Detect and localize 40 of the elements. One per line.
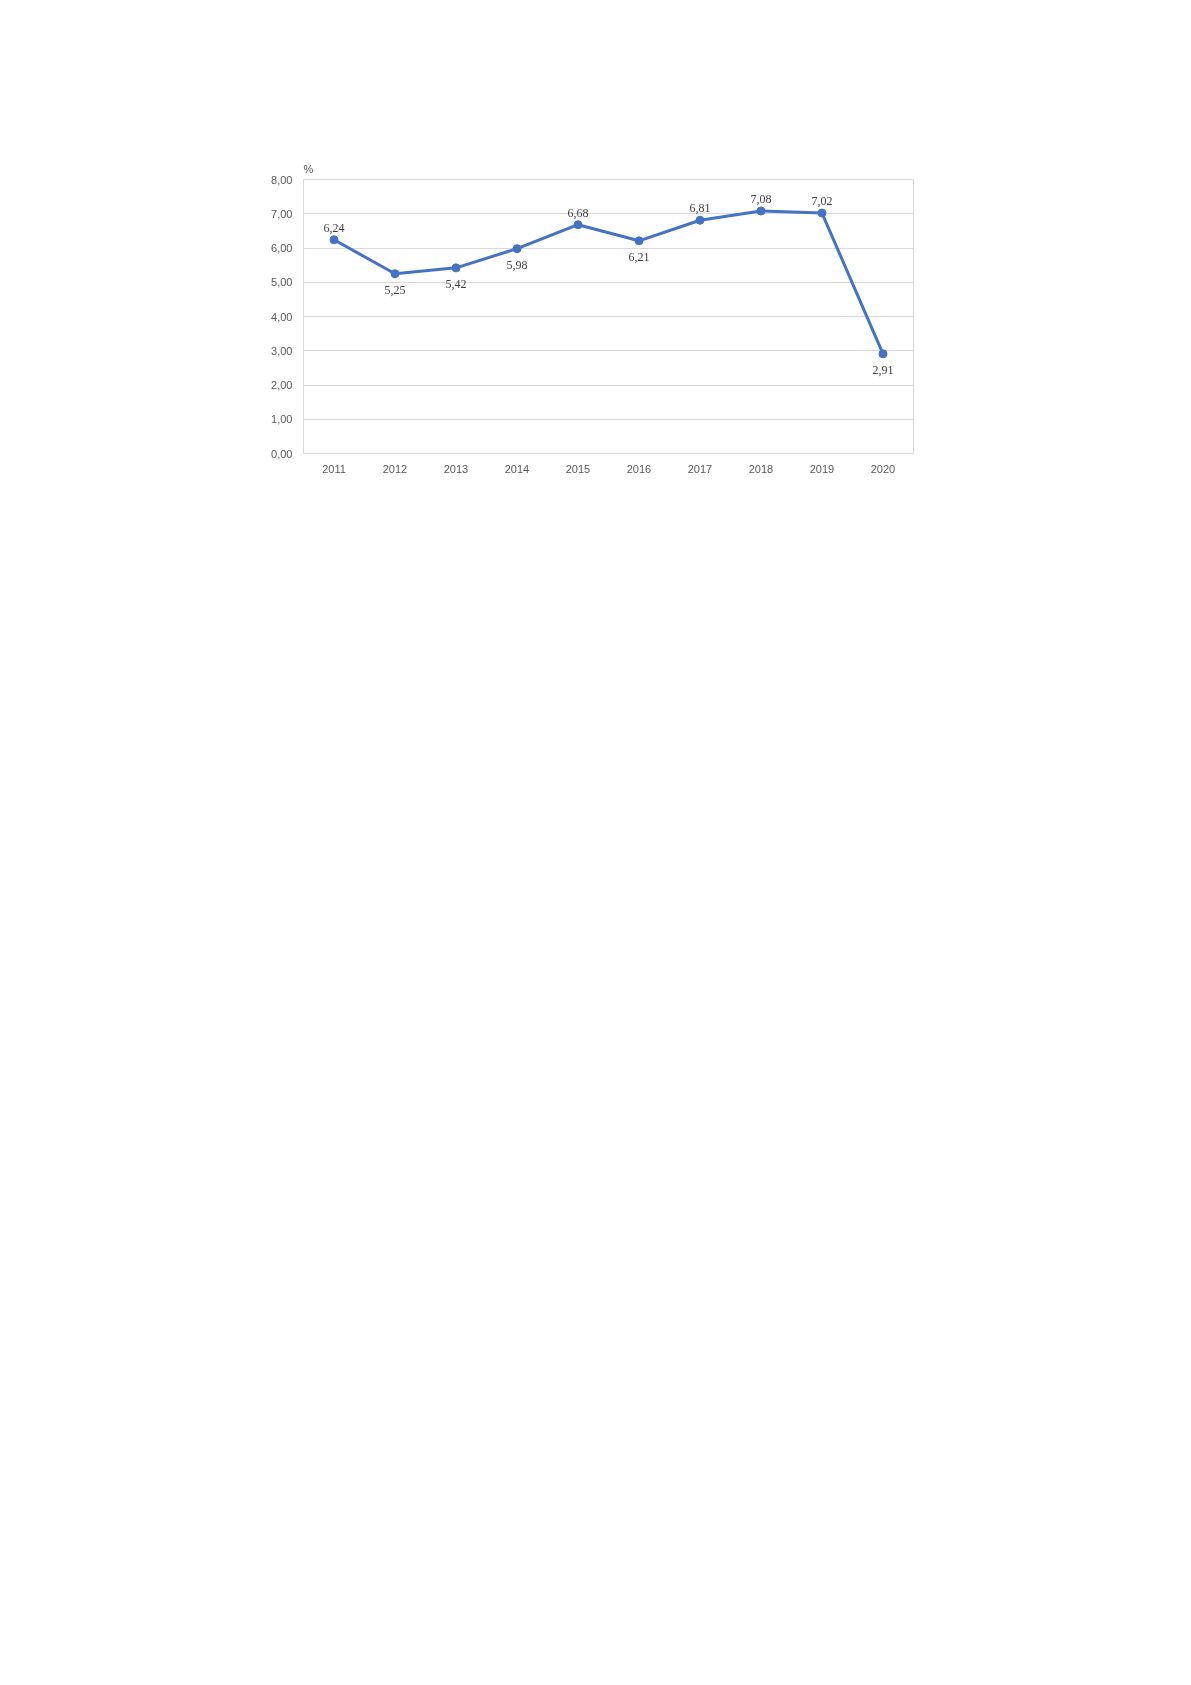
point bbox=[329, 235, 339, 245]
point bbox=[451, 263, 461, 273]
point bbox=[878, 349, 888, 359]
y-tick-label: 2,00 bbox=[271, 379, 293, 391]
y-tick-label: 3,00 bbox=[271, 344, 293, 357]
y-tick-label: 0,00 bbox=[271, 447, 293, 460]
data-label: 7,08 bbox=[750, 192, 772, 207]
data-label: 6,24 bbox=[323, 220, 345, 235]
x-tick-label: 2020 bbox=[870, 462, 896, 475]
x-tick-label: 2017 bbox=[687, 462, 713, 475]
data-label: 6,21 bbox=[628, 249, 650, 264]
x-tick-label: 2015 bbox=[565, 462, 591, 475]
x-tick-label: 2013 bbox=[443, 462, 469, 475]
point bbox=[573, 220, 583, 230]
x-tick-label: 2019 bbox=[809, 462, 835, 475]
data-label: 5,42 bbox=[445, 276, 467, 291]
point bbox=[634, 236, 644, 246]
x-tick-label: 2011 bbox=[322, 462, 346, 475]
data-label: 5,98 bbox=[506, 257, 528, 272]
point bbox=[817, 208, 827, 218]
y-axis-title: % bbox=[303, 162, 314, 175]
point bbox=[390, 269, 400, 279]
data-label: 6,68 bbox=[567, 205, 589, 220]
x-tick-label: 2014 bbox=[504, 462, 530, 475]
point bbox=[512, 244, 522, 254]
y-tick-label: 6,00 bbox=[271, 242, 293, 254]
data-label: 2,91 bbox=[872, 362, 894, 377]
y-tick-label: 1,00 bbox=[271, 413, 293, 426]
y-tick-label: 8,00 bbox=[271, 173, 293, 186]
y-tick-label: 5,00 bbox=[271, 276, 293, 289]
x-tick-label: 2016 bbox=[626, 462, 652, 475]
point bbox=[756, 206, 766, 216]
data-label: 7,02 bbox=[811, 194, 833, 209]
y-tick-label: 4,00 bbox=[271, 310, 293, 323]
x-tick-label: 2018 bbox=[748, 462, 774, 475]
data-label: 5,25 bbox=[384, 282, 406, 297]
data-label: 6,81 bbox=[689, 201, 711, 216]
x-tick-label: 2012 bbox=[382, 462, 408, 475]
y-tick-label: 7,00 bbox=[271, 207, 293, 220]
point bbox=[695, 215, 705, 225]
